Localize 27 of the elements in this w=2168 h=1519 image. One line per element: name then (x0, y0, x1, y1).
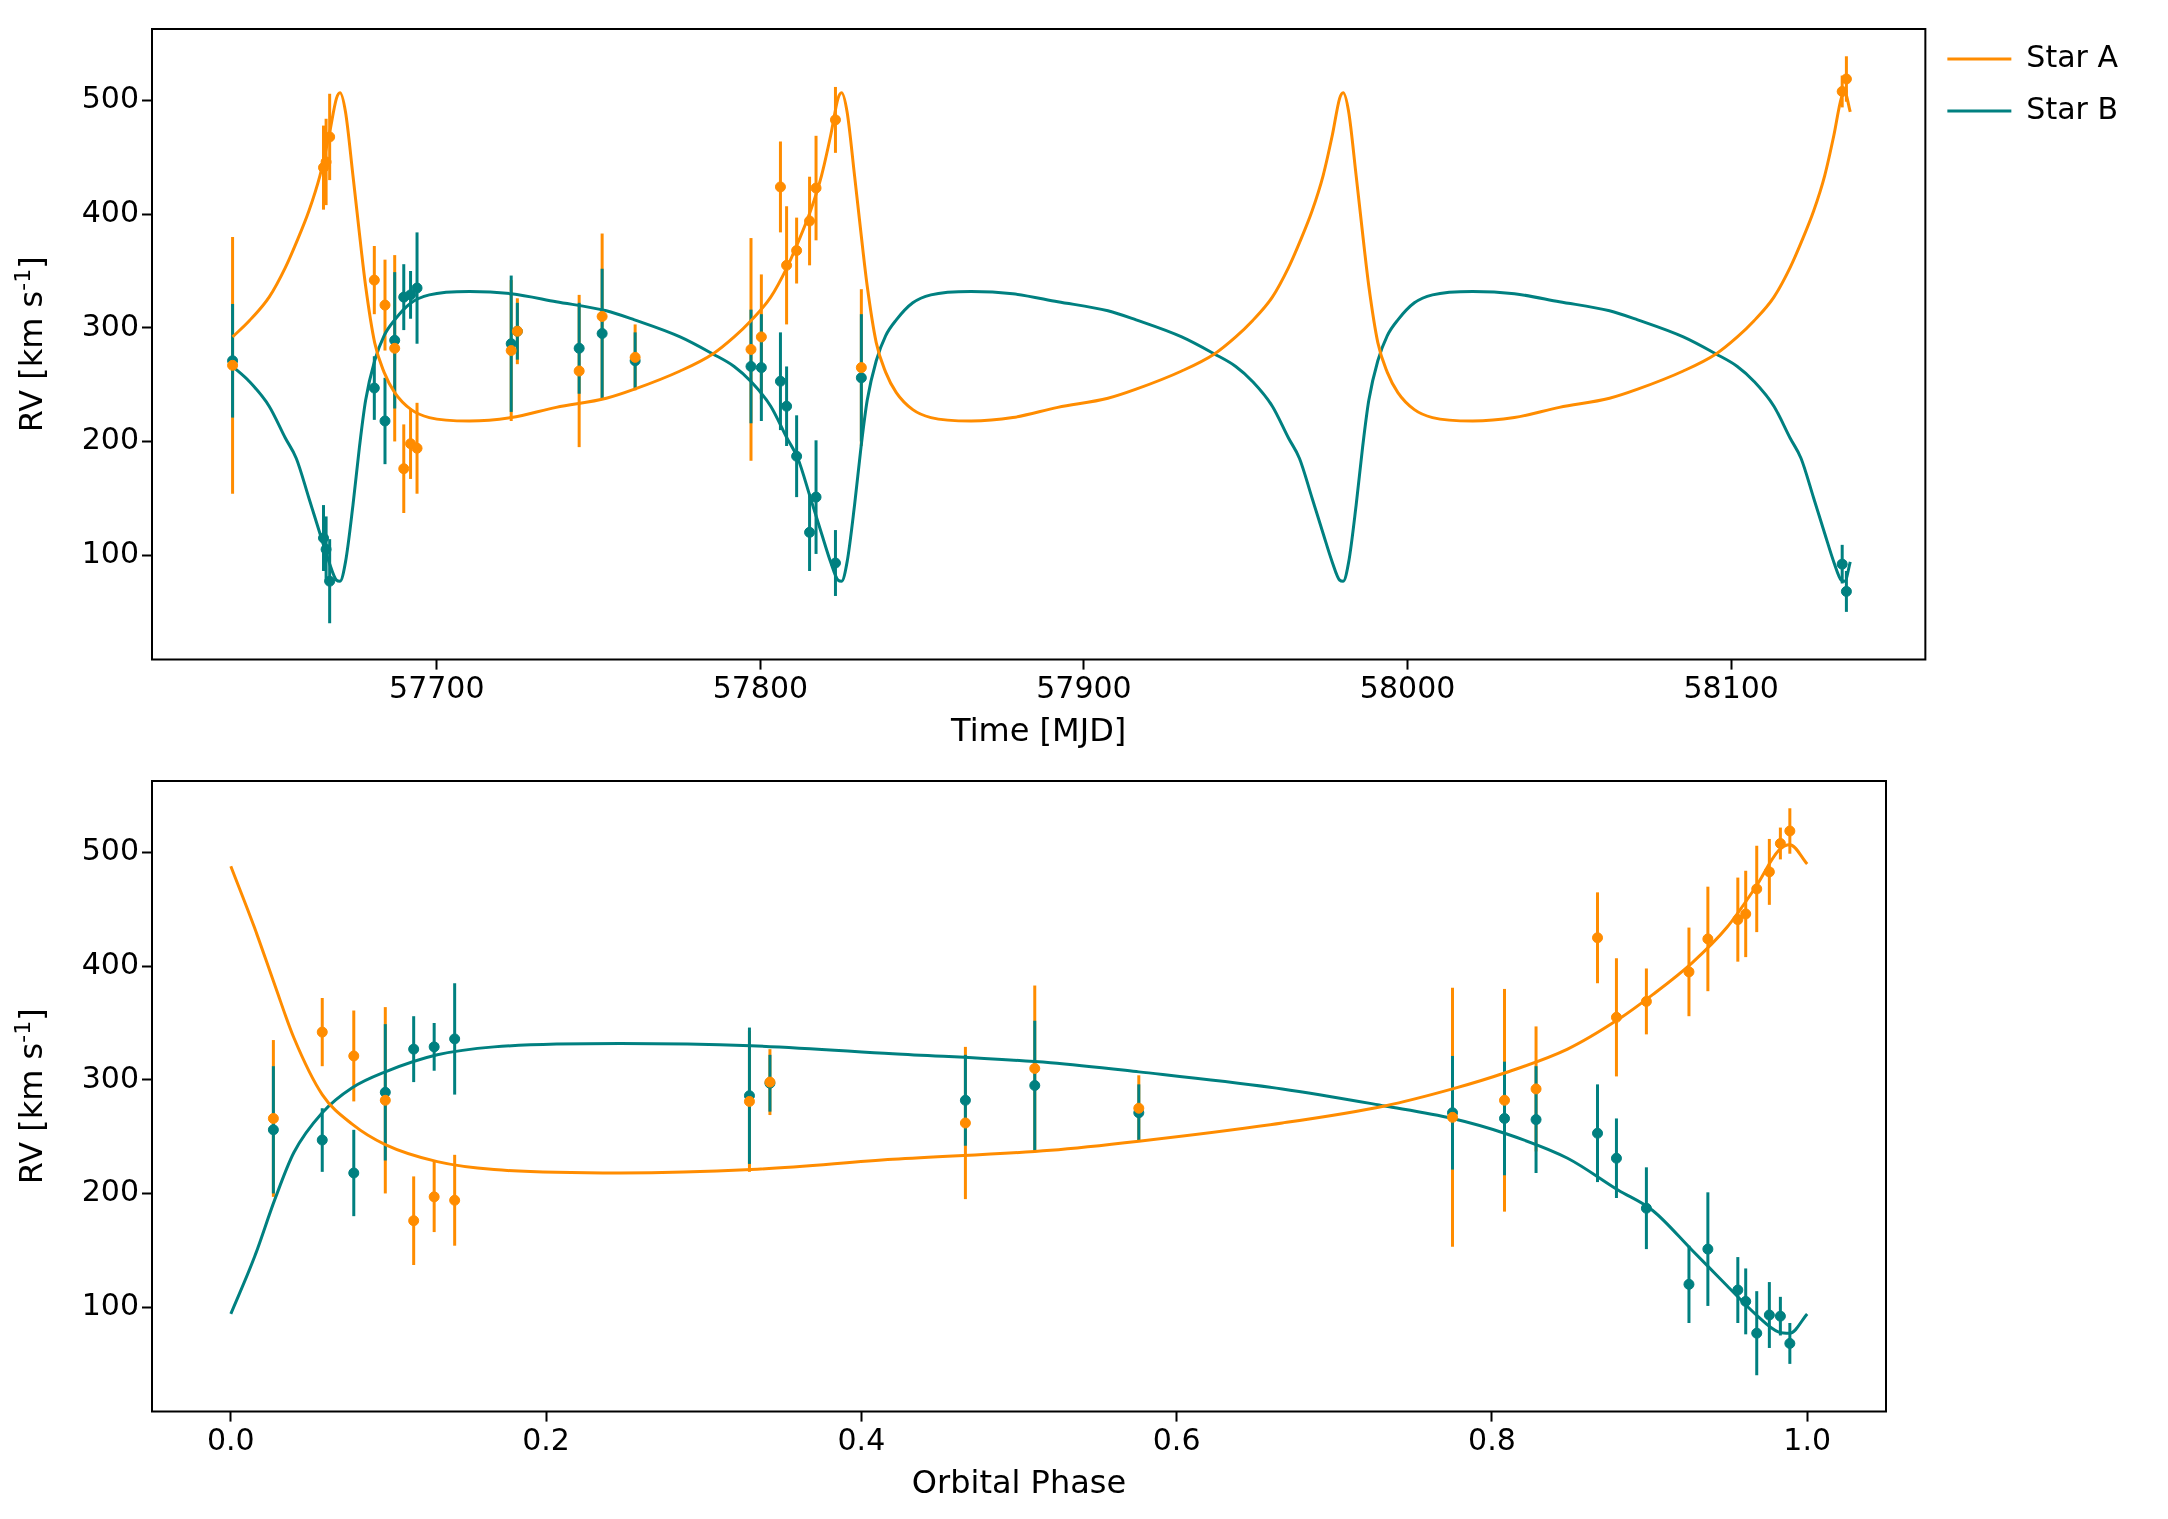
y-tick-label: 500 (81, 832, 139, 868)
y-tick-label: 100 (81, 1286, 139, 1322)
x-tick-label: 1.0 (1783, 1422, 1832, 1458)
legend-label: Star A (2026, 38, 2119, 74)
x-tick-label: 57900 (1036, 670, 1132, 706)
y-tick-label: 400 (81, 194, 139, 229)
x-tick-label: 0.2 (522, 1422, 570, 1458)
legend-label: Star B (2026, 90, 2118, 126)
y-tick-label: 500 (81, 80, 139, 116)
x-tick-label: 58000 (1359, 670, 1456, 706)
y-tick-label: 300 (81, 307, 139, 343)
y-tick-label: 200 (81, 421, 139, 457)
x-tick-label: 0.4 (837, 1422, 886, 1458)
y-tick-label: 300 (81, 1059, 139, 1095)
x-tick-label: 58100 (1683, 670, 1779, 706)
y-axis-title: RV [km s-1] (9, 256, 51, 433)
x-tick-label: 57700 (389, 670, 485, 706)
x-axis-title: Time [MJD] (950, 711, 1127, 750)
y-tick-label: 400 (81, 946, 139, 981)
y-tick-label: 200 (81, 1173, 139, 1209)
y-tick-label: 100 (81, 534, 139, 570)
x-tick-label: 0.0 (206, 1422, 255, 1458)
x-axis-title: Orbital Phase (911, 1463, 1127, 1502)
x-tick-label: 0.6 (1152, 1422, 1201, 1458)
x-tick-label: 0.8 (1468, 1422, 1516, 1458)
x-tick-label: 57800 (712, 670, 809, 706)
y-axis-title: RV [km s-1] (9, 1008, 51, 1185)
